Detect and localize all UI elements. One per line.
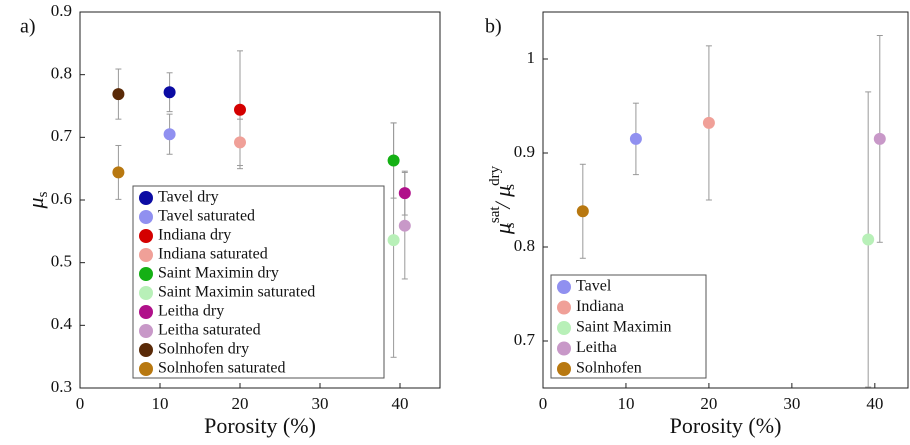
point [873,132,886,145]
legend: Tavel dry Tavel saturated Indiana dry India… [132,185,385,379]
y-tick-label: 1 [527,48,536,67]
y-tick-label: 0.9 [51,1,72,20]
y-label-part: s [35,191,51,197]
legend-marker [139,324,153,338]
point [702,116,715,129]
panel-label: b) [485,16,502,38]
point [576,205,589,218]
x-tick-label: 30 [312,394,329,413]
legend-marker [139,286,153,300]
x-tick-label: 20 [700,394,717,413]
y-tick-label: 0.9 [514,142,535,161]
legend-label: Leitha dry [158,303,224,320]
legend-label: Leitha saturated [158,322,261,339]
x-tick-label: 40 [392,394,409,413]
x-tick-label: 10 [617,394,634,413]
legend-label: Indiana [576,298,624,315]
point [629,132,642,145]
point [387,154,400,167]
legend-marker [139,248,153,262]
panel-label: a) [20,16,36,38]
plot-area [112,50,411,358]
legend-label: Saint Maximin [576,319,672,336]
legend-marker [139,267,153,281]
y-label-part: s [502,222,518,228]
y-tick-label: 0.6 [51,189,72,208]
legend-label: Tavel [576,278,612,295]
legend-label: Solnhofen dry [158,341,249,358]
point [234,136,246,149]
legend-label: Leitha [576,339,617,356]
x-tick-label: 20 [232,394,249,413]
legend-marker [557,321,571,335]
legend-marker [139,343,153,357]
legend-label: Saint Maximin saturated [158,284,315,301]
legend: Tavel Indiana Saint Maximin Leitha Solnhofen [550,274,707,379]
y-tick-label: 0.7 [514,330,536,349]
y-label-part: μ [23,197,48,209]
legend-label: Solnhofen [576,360,642,377]
x-tick-label: 30 [783,394,800,413]
y-tick-label: 0.4 [51,314,73,333]
y-tick-label: 0.5 [51,252,72,271]
x-tick-label: 0 [539,394,548,413]
point [398,219,411,232]
point [387,234,400,247]
point [163,86,176,99]
plot-area [576,35,886,388]
legend-marker [557,300,571,315]
y-axis-label: μs [23,191,51,209]
y-label-part: dry [487,165,503,185]
y-label-part: μ [490,223,515,235]
point [163,128,176,141]
x-tick-label: 10 [152,394,169,413]
x-axis-label: Porosity (%) [204,413,316,438]
x-tick-label: 0 [76,394,85,413]
legend-marker [139,305,153,319]
point [234,103,246,116]
legend-label: Saint Maximin dry [158,265,279,282]
y-label-part: / μ [490,186,515,211]
x-tick-label: 40 [866,394,883,413]
y-tick-label: 0.8 [51,64,72,83]
y-axis-label: μsats/ μdrys [487,165,518,235]
point [112,88,125,101]
legend-label: Tavel saturated [158,208,255,225]
x-axis-label: Porosity (%) [670,413,782,438]
y-label-part: sat [487,206,503,223]
y-tick-label: 0.8 [514,236,535,255]
legend-marker [557,341,571,356]
legend-label: Solnhofen saturated [158,360,286,377]
point [862,233,875,246]
legend-label: Tavel dry [158,189,219,206]
legend-marker [139,362,153,376]
point [112,166,125,179]
legend-marker [139,210,153,224]
y-label-part: s [502,184,518,190]
y-tick-label: 0.7 [51,126,73,145]
legend-marker [557,280,571,294]
y-tick-label: 0.3 [51,377,72,396]
legend-marker [139,191,153,205]
legend-box [550,274,707,379]
axes-frame [542,11,909,389]
legend-marker [557,362,571,376]
point [398,187,411,200]
legend-label: Indiana dry [158,227,231,244]
legend-box [132,185,385,379]
legend-label: Indiana saturated [158,246,268,263]
legend-marker [139,229,153,243]
